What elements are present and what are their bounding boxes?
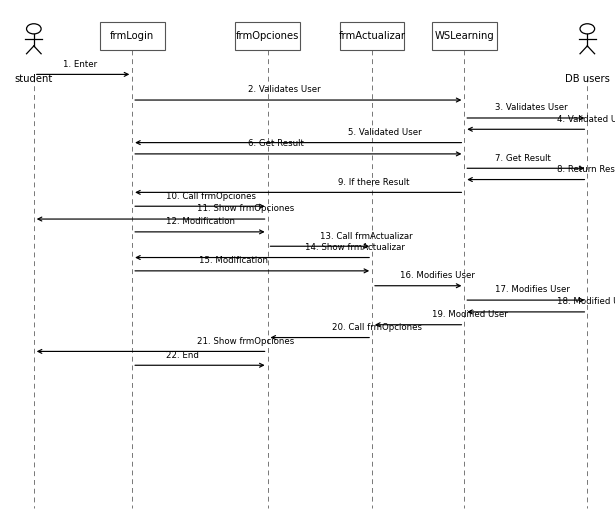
Text: 16. Modifies User: 16. Modifies User [400,271,475,280]
Text: WSLearning: WSLearning [434,31,494,41]
Text: 7. Get Result: 7. Get Result [495,153,551,163]
Text: 19. Modified User: 19. Modified User [432,310,508,319]
Text: 3. Validates User: 3. Validates User [495,103,568,112]
Text: 11. Show frmOpciones: 11. Show frmOpciones [197,204,295,213]
Text: 22. End: 22. End [166,350,199,360]
Text: DB users: DB users [565,74,609,84]
Bar [432,22,497,50]
Text: frmOpciones: frmOpciones [236,31,300,41]
Text: frmActualizar: frmActualizar [339,31,405,41]
Bar [339,22,405,50]
Text: 9. If there Result: 9. If there Result [338,177,410,187]
Text: 1. Enter: 1. Enter [63,60,97,69]
Text: 12. Modification: 12. Modification [166,217,235,226]
Text: 6. Get Result: 6. Get Result [248,139,304,148]
Text: frmLogin: frmLogin [110,31,154,41]
Text: 17. Modifies User: 17. Modifies User [495,285,570,294]
Text: 20. Call frmOpciones: 20. Call frmOpciones [332,323,423,332]
Text: 14. Show frmActualizar: 14. Show frmActualizar [305,243,405,252]
Text: 2. Validates User: 2. Validates User [248,85,321,94]
Text: 18. Modified User: 18. Modified User [557,297,615,306]
Text: 13. Call frmActualizar: 13. Call frmActualizar [320,231,413,241]
Bar [100,22,164,50]
Text: 15. Modification: 15. Modification [199,256,268,265]
Text: 10. Call frmOpciones: 10. Call frmOpciones [166,191,256,201]
Text: 21. Show frmOpciones: 21. Show frmOpciones [197,337,295,346]
Bar [235,22,300,50]
Text: 8. Return Result: 8. Return Result [557,165,615,174]
Text: 4. Validated User: 4. Validated User [557,114,615,124]
Text: student: student [15,74,53,84]
Text: 5. Validated User: 5. Validated User [348,128,422,137]
